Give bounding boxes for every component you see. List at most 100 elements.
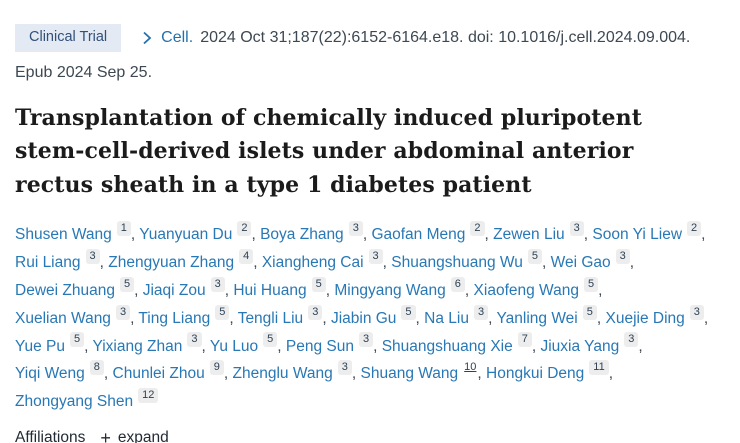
affiliation-number[interactable]: 6 — [450, 276, 465, 292]
author-item: Peng Sun 3, — [285, 332, 377, 355]
author-link[interactable]: Dewei Zhuang — [15, 281, 115, 299]
affiliation-number[interactable]: 3 — [473, 304, 489, 320]
author-link[interactable]: Yanling Wei — [496, 309, 578, 327]
author-separator: , — [103, 365, 109, 383]
author-item: Yixiang Zhan 3, — [92, 332, 206, 355]
author-link[interactable]: Yue Pu — [15, 337, 65, 355]
author-link[interactable]: Hui Huang — [233, 281, 307, 299]
affiliation-number[interactable]: 3 — [569, 221, 584, 237]
author-link[interactable]: Chunlei Zhou — [112, 365, 205, 383]
affiliations-row: Affiliations + expand — [15, 429, 718, 443]
affiliation-number[interactable]: 2 — [470, 221, 485, 237]
expand-affiliations-button[interactable]: + expand — [100, 429, 168, 443]
affiliation-number[interactable]: 3 — [624, 332, 639, 348]
author-item: Xiangheng Cai 3, — [261, 248, 387, 272]
author-link[interactable]: Yuanyuan Du — [139, 226, 233, 244]
author-link[interactable]: Xiangheng Cai — [261, 254, 364, 272]
author-link[interactable]: Peng Sun — [285, 337, 354, 355]
affiliation-number[interactable]: 10 — [464, 361, 477, 374]
author-link[interactable]: Xuejie Ding — [605, 309, 685, 327]
author-link[interactable]: Soon Yi Liew — [592, 226, 683, 244]
author-item: Zhenglu Wang 3, — [232, 360, 356, 383]
author-separator: , — [223, 365, 229, 383]
affiliation-number[interactable]: 5 — [311, 276, 326, 292]
author-separator: , — [201, 337, 206, 355]
affiliation-number[interactable]: 7 — [517, 332, 532, 348]
journal-link[interactable]: Cell. — [161, 28, 194, 46]
affiliation-number[interactable]: 5 — [70, 332, 85, 348]
affiliation-number[interactable]: 3 — [308, 304, 323, 320]
author-item: Zhongyang Shen 12 — [15, 388, 159, 411]
author-link[interactable]: Shuangshuang Xie — [381, 337, 513, 355]
author-link[interactable]: Zewen Liu — [493, 226, 565, 244]
author-link[interactable]: Zhengyuan Zhang — [108, 254, 235, 272]
author-link[interactable]: Hongkui Deng — [486, 365, 585, 383]
affiliation-number[interactable]: 3 — [210, 276, 225, 292]
author-separator: , — [703, 309, 709, 327]
author-separator: , — [583, 226, 589, 244]
author-link[interactable]: Zhenglu Wang — [232, 365, 333, 383]
author-link[interactable]: Rui Liang — [15, 254, 81, 272]
affiliation-number[interactable]: 2 — [237, 221, 252, 237]
affiliation-number[interactable]: 3 — [337, 360, 352, 376]
author-separator: , — [251, 226, 256, 244]
epub-date: Epub 2024 Sep 25. — [15, 63, 153, 81]
author-link[interactable]: Yiqi Weng — [15, 365, 85, 383]
affiliation-number[interactable]: 9 — [209, 360, 224, 376]
affiliation-number[interactable]: 3 — [368, 248, 383, 264]
author-link[interactable]: Mingyang Wang — [334, 281, 446, 299]
author-item: Mingyang Wang 6, — [334, 276, 469, 299]
affiliation-number[interactable]: 3 — [615, 248, 630, 264]
author-item: Yu Luo 5, — [209, 332, 282, 355]
affiliation-number[interactable]: 5 — [582, 304, 597, 320]
affiliation-number[interactable]: 5 — [401, 304, 416, 320]
author-link[interactable]: Zhongyang Shen — [15, 393, 134, 411]
author-item: Shuangshuang Xie 7, — [381, 332, 537, 355]
author-link[interactable]: Tengli Liu — [237, 309, 304, 327]
author-link[interactable]: Jiuxia Yang — [540, 337, 620, 355]
affiliation-number[interactable]: 8 — [89, 360, 104, 376]
affiliation-number[interactable]: 2 — [687, 221, 702, 237]
affiliation-number[interactable]: 5 — [119, 276, 135, 292]
author-link[interactable]: Na Liu — [424, 309, 469, 327]
author-link[interactable]: Gaofan Meng — [371, 226, 466, 244]
author-link[interactable]: Xuelian Wang — [15, 309, 111, 327]
author-separator: , — [488, 309, 493, 327]
affiliation-number[interactable]: 11 — [589, 360, 609, 376]
author-link[interactable]: Xiaofeng Wang — [473, 281, 579, 299]
author-separator: , — [484, 226, 489, 244]
author-item: Wei Gao 3, — [550, 248, 634, 272]
author-link[interactable]: Yu Luo — [209, 337, 259, 355]
affiliation-number[interactable]: 3 — [348, 221, 363, 237]
author-link[interactable]: Boya Zhang — [260, 226, 344, 244]
affiliation-number[interactable]: 1 — [116, 221, 131, 237]
affiliation-number[interactable]: 4 — [239, 248, 254, 264]
author-item: Shuangshuang Wu 5, — [391, 248, 546, 272]
affiliation-number[interactable]: 5 — [527, 248, 542, 264]
affiliation-number[interactable]: 5 — [583, 276, 599, 292]
author-item: Jiuxia Yang 3, — [540, 332, 643, 355]
author-separator: , — [531, 337, 537, 355]
author-link[interactable]: Ting Liang — [138, 309, 211, 327]
affiliation-number[interactable]: 3 — [689, 304, 704, 320]
affiliation-number[interactable]: 5 — [215, 304, 230, 320]
affiliation-number[interactable]: 5 — [263, 332, 278, 348]
publication-type-badge: Clinical Trial — [15, 24, 122, 52]
affiliation-number[interactable]: 3 — [115, 304, 131, 320]
author-separator: , — [598, 281, 603, 299]
author-item: Boya Zhang 3, — [260, 221, 367, 244]
author-item: Jiabin Gu 5, — [330, 304, 420, 327]
author-item: Dewei Zhuang 5, — [15, 276, 138, 299]
author-link[interactable]: Yixiang Zhan — [92, 337, 183, 355]
author-separator: , — [277, 337, 282, 355]
author-link[interactable]: Jiaqi Zou — [142, 281, 206, 299]
affiliation-number[interactable]: 3 — [85, 248, 100, 264]
author-link[interactable]: Shuang Wang — [360, 365, 459, 383]
author-link[interactable]: Shuangshuang Wu — [391, 254, 523, 272]
affiliation-number[interactable]: 3 — [187, 332, 202, 348]
author-link[interactable]: Shusen Wang — [15, 226, 112, 244]
affiliation-number[interactable]: 3 — [358, 332, 374, 348]
author-link[interactable]: Jiabin Gu — [330, 309, 397, 327]
author-link[interactable]: Wei Gao — [550, 254, 611, 272]
affiliation-number[interactable]: 12 — [138, 388, 159, 404]
